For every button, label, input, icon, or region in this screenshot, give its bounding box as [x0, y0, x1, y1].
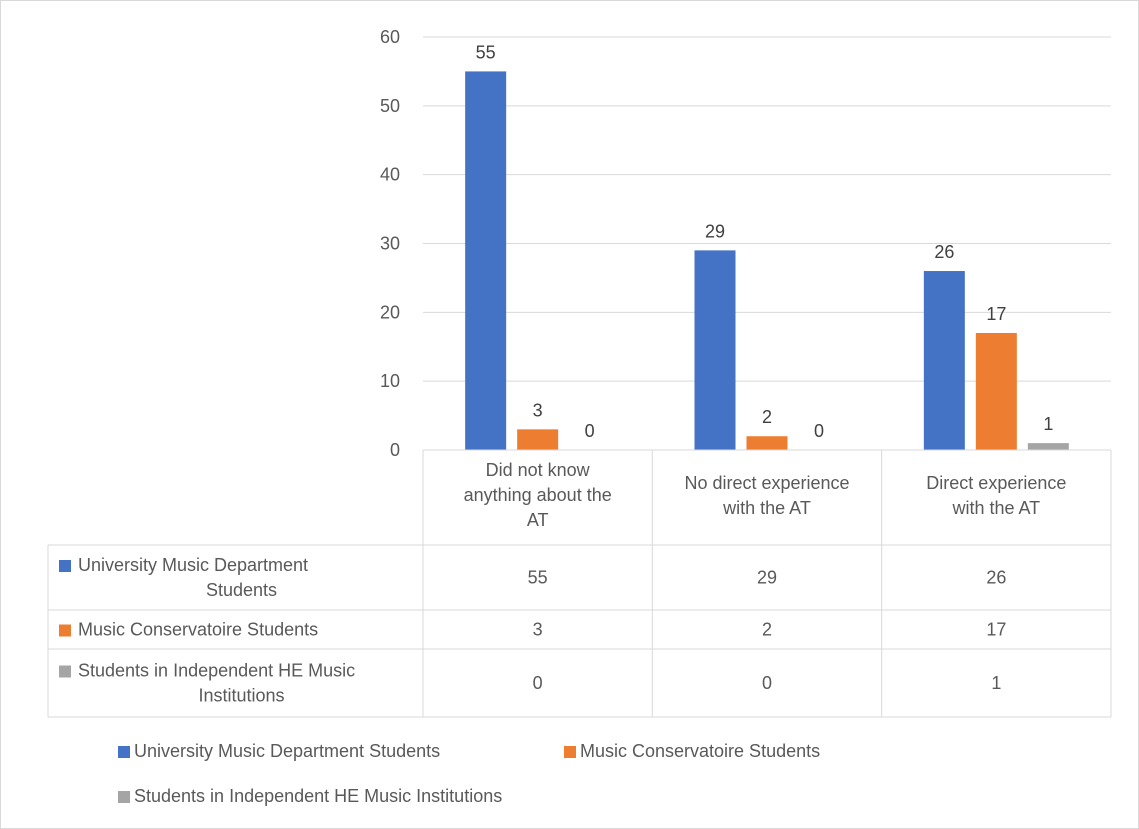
table-cell-value: 2 [762, 620, 772, 640]
legend-swatch-music-conservatoire-students [564, 746, 576, 758]
table-cell-value: 17 [986, 620, 1006, 640]
bar-students-in-independent-he-music-institutions-2 [1027, 443, 1069, 450]
legend-entry: University Music Department Students [134, 741, 440, 761]
bar-music-conservatoire-students-2 [975, 332, 1017, 450]
table-cell-value: 0 [533, 673, 543, 693]
bar-music-conservatoire-students-0 [517, 429, 559, 450]
y-axis: 0 10 20 30 40 50 60 [380, 27, 400, 460]
table-cell-value: 3 [533, 620, 543, 640]
bars [465, 71, 1069, 451]
legend-entry: Music Conservatoire Students [580, 741, 820, 761]
y-tick-label: 20 [380, 302, 400, 322]
bar-music-conservatoire-students-1 [746, 436, 788, 450]
table-legend-swatch [59, 624, 71, 637]
category-label: Did not know [486, 460, 591, 480]
category-label: No direct experience [684, 473, 849, 493]
legend-swatch-students-in-independent-he-music-institutions [118, 791, 130, 803]
table-cell-value: 26 [986, 568, 1006, 588]
category-label: with the AT [951, 498, 1040, 518]
table-cell-value: 55 [528, 568, 548, 588]
category-label: AT [527, 510, 549, 530]
bar-university-music-department-students-0 [465, 71, 507, 451]
y-tick-label: 30 [380, 234, 400, 254]
table-legend-swatch [59, 665, 71, 678]
table-cell-value: 0 [762, 673, 772, 693]
data-label: 0 [814, 421, 824, 441]
y-tick-label: 0 [390, 440, 400, 460]
category-label: anything about the [464, 485, 612, 505]
y-tick-label: 60 [380, 27, 400, 47]
data-label: 55 [476, 42, 496, 62]
table-cell-value: 29 [757, 568, 777, 588]
data-label: 1 [1043, 414, 1053, 434]
bar-university-music-department-students-1 [694, 250, 736, 450]
y-tick-label: 50 [380, 96, 400, 116]
legend-entry: Students in Independent HE Music Institu… [134, 786, 502, 806]
legend-swatch-university-music-department-students [118, 746, 130, 758]
data-table: Did not know anything about the AT No direc… [47, 449, 1112, 718]
data-label: 29 [705, 221, 725, 241]
table-row-label: Students in Independent HE Music [78, 661, 355, 681]
data-label: 17 [986, 304, 1006, 324]
bar-university-music-department-students-2 [923, 271, 965, 450]
table-legend-swatch [59, 560, 71, 572]
data-label: 0 [585, 421, 595, 441]
data-labels: 55 29 26 3 2 17 0 0 1 [476, 42, 1054, 441]
table-row-label: Music Conservatoire Students [78, 620, 318, 640]
data-label: 26 [934, 242, 954, 262]
table-row-label: Institutions [198, 686, 284, 706]
category-label: with the AT [722, 498, 811, 518]
legend: University Music Department Students Musi… [118, 741, 820, 806]
gridlines [423, 36, 1111, 382]
y-tick-label: 10 [380, 371, 400, 391]
y-tick-label: 40 [380, 165, 400, 185]
table-row-label: Students [206, 580, 277, 600]
table-row-label: University Music Department [78, 555, 308, 575]
category-label: Direct experience [926, 473, 1066, 493]
data-label: 3 [533, 400, 543, 420]
table-cell-value: 1 [991, 673, 1001, 693]
data-label: 2 [762, 407, 772, 427]
